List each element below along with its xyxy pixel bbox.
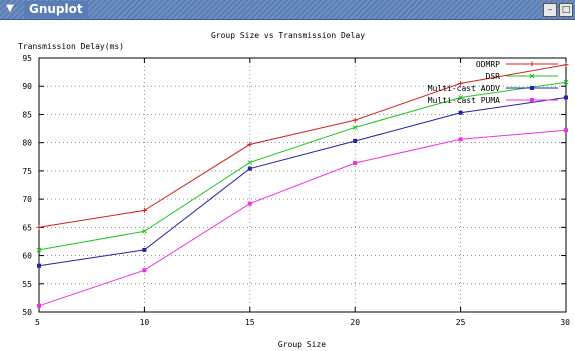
y-tick-label: 95	[22, 54, 32, 63]
y-tick-label: 85	[22, 110, 32, 119]
legend: ODMRP DSR Multi-cast AODV Multi-cast PUMA	[428, 60, 558, 105]
data-point	[247, 201, 252, 206]
chevron-down-icon[interactable]: ▼	[6, 3, 14, 14]
y-tick-label: 50	[22, 308, 32, 317]
data-point	[458, 110, 463, 115]
x-axis-label: Group Size	[278, 340, 326, 349]
data-point	[142, 268, 147, 273]
plot-frame	[38, 57, 567, 313]
data-point	[458, 80, 464, 86]
legend-label: ODMRP	[476, 60, 500, 69]
data-point	[530, 86, 535, 91]
data-point	[142, 247, 147, 252]
data-point	[529, 73, 535, 79]
x-tick-label: 25	[456, 318, 466, 327]
x-tick-label: 15	[245, 318, 255, 327]
y-tick-label: 70	[22, 195, 32, 204]
data-point	[247, 160, 253, 165]
window-title: Gnuplot	[24, 1, 88, 18]
data-point	[564, 128, 569, 133]
y-tick-label: 75	[22, 167, 32, 176]
chart-title: Group Size vs Transmission Delay	[211, 31, 365, 40]
data-point	[563, 62, 569, 68]
minimize-icon[interactable]: –	[543, 3, 557, 17]
data-point	[247, 141, 253, 147]
data-point	[352, 117, 358, 123]
series-line	[38, 129, 567, 307]
y-axis-label: Transmission Delay(ms)	[18, 42, 124, 51]
legend-label: Multi-cast PUMA	[428, 96, 500, 105]
data-point	[458, 137, 463, 142]
data-point	[353, 138, 358, 143]
data-point	[37, 303, 42, 308]
x-tick-label: 20	[350, 318, 360, 327]
window-titlebar: ▼ Gnuplot – □	[0, 0, 575, 20]
x-tick-label: 30	[560, 318, 570, 327]
x-tick-label: 5	[35, 318, 40, 327]
data-point	[36, 224, 42, 230]
x-tick-label: 10	[140, 318, 150, 327]
y-tick-label: 90	[22, 82, 32, 91]
data-point	[529, 61, 535, 67]
data-point	[142, 228, 147, 234]
series-line	[38, 97, 567, 267]
y-tick-label: 80	[22, 139, 32, 148]
data-point	[353, 160, 358, 165]
data-point	[36, 247, 42, 253]
series-multi-cast-puma	[37, 128, 569, 308]
y-tick-label: 65	[22, 223, 32, 232]
data-series	[36, 62, 569, 308]
maximize-icon[interactable]: □	[559, 3, 573, 17]
series-multi-cast-aodv	[37, 95, 569, 268]
data-point	[564, 95, 569, 100]
legend-label: DSR	[486, 72, 501, 81]
data-point	[563, 79, 569, 85]
series-dsr	[36, 79, 569, 253]
axis-ticks: 50 55 60 65 70 75 80 85 90 95 5 10 15 20 25 30	[22, 54, 570, 327]
series-line	[38, 81, 567, 251]
y-tick-label: 60	[22, 252, 32, 261]
data-point	[458, 95, 463, 100]
series-line	[38, 64, 567, 228]
data-point	[352, 125, 358, 130]
series-odmrp	[36, 62, 569, 230]
y-tick-label: 55	[22, 280, 32, 289]
legend-label: Multi-cast AODV	[428, 84, 500, 93]
data-point	[247, 166, 252, 171]
data-point	[37, 263, 42, 268]
data-point	[141, 207, 147, 213]
line-chart: Group Size vs Transmission Delay Transmi…	[18, 31, 570, 349]
data-point	[530, 98, 535, 103]
